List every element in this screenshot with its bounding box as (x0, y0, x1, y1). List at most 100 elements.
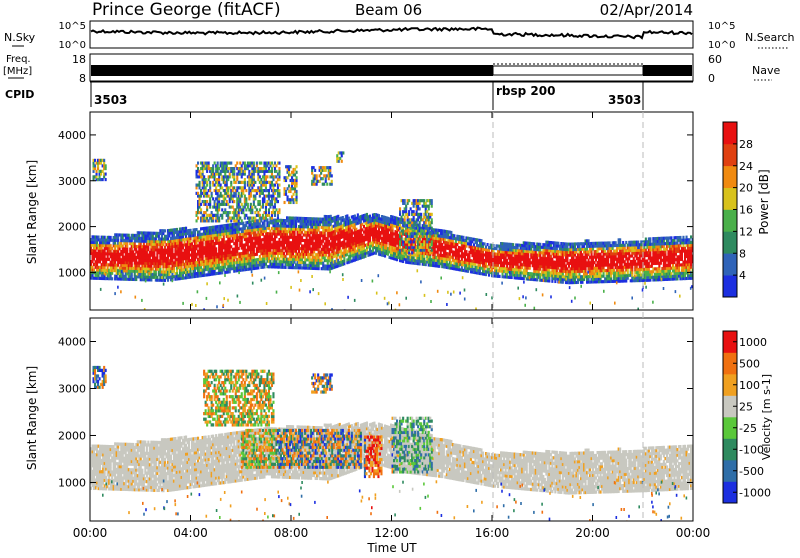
heatmap-cell-1817 (263, 221, 265, 224)
heatmap-cell-468 (138, 234, 140, 237)
heatmap-cell-2217 (301, 236, 303, 239)
heatmap-cell-2285 (307, 225, 309, 228)
heatmap-cell-2198 (300, 242, 302, 245)
heatmap-cell-4750 (586, 248, 588, 251)
heatmap-cell-272 (119, 247, 121, 250)
heatmap-cell-2419 (319, 237, 321, 240)
heatmap-cell-4687 (578, 245, 580, 248)
heatmap-cell-2035 (285, 222, 287, 225)
heatmap-cell-3997 (497, 272, 499, 275)
heatmap-cell-4930 (607, 261, 609, 264)
heatmap-cell-516 (143, 242, 145, 245)
heatmap-cell-1872 (269, 241, 271, 244)
heatmap-cell-4407 (548, 279, 550, 282)
heatmap-cell-4870 (600, 253, 602, 256)
heatmap-cell-2467 (324, 231, 326, 234)
heatmap-cell-348 (126, 245, 128, 248)
heatmap-cell-2492 (327, 262, 329, 265)
heatmap-cell-4766 (588, 239, 590, 242)
heatmap-cell-190 (110, 250, 112, 253)
heatmap-cell-618 (152, 234, 154, 237)
heatmap-cell-134 (104, 255, 106, 258)
beam-title: Beam 06 (355, 1, 422, 19)
heatmap-cell-4006 (499, 275, 501, 278)
heatmap-cell-421 (134, 242, 136, 245)
heatmap-cell-17 (92, 266, 94, 269)
noise-right-tick-top: 10^5 (708, 21, 735, 32)
heatmap-cell-2675 (343, 260, 345, 263)
heatmap-cell-2153 (295, 225, 297, 228)
heatmap-cell-648 (155, 237, 157, 240)
heatmap-cell-2009 (283, 252, 285, 255)
heatmap-cell-2106 (292, 263, 294, 266)
heatmap-cell-305 (122, 236, 124, 239)
heatmap-cell-2441 (322, 262, 324, 265)
heatmap-cell-4755 (588, 278, 590, 281)
cpid-label: CPID (5, 88, 34, 101)
heatmap-cell-2179 (298, 250, 300, 253)
heatmap-cell-2427 (321, 259, 323, 262)
heatmap-cell-588 (150, 278, 152, 281)
heatmap-cell-2883 (364, 255, 366, 258)
heatmap-cell-628 (153, 251, 155, 254)
heatmap-cell-2674 (343, 262, 345, 265)
nave-label: Nave (752, 64, 780, 77)
heatmap-cell-365 (128, 234, 130, 237)
heatmap-cell-3142 (392, 229, 394, 232)
heatmap-cell-760 (167, 279, 169, 282)
heatmap-cell-684 (159, 268, 161, 271)
heatmap-cell-2466 (324, 234, 326, 237)
freq-tick-top: 18 (72, 53, 86, 66)
heatmap-cell-4726 (583, 245, 585, 248)
heatmap-cell-4762 (588, 253, 590, 256)
heatmap-cell-678 (158, 235, 160, 238)
heatmap-cell-270 (119, 255, 121, 258)
heatmap-cell-2930 (369, 237, 371, 240)
heatmap-cell-87 (99, 260, 101, 263)
heatmap-cell-4702 (581, 281, 583, 284)
heatmap-cell-386 (131, 264, 133, 267)
heatmap-cell-136 (104, 250, 106, 253)
heatmap-cell-2110 (292, 252, 294, 255)
heatmap-cell-1993 (282, 249, 284, 252)
heatmap-cell-732 (164, 279, 166, 282)
heatmap-cell-2293 (309, 256, 311, 259)
heatmap-cell-2134 (294, 233, 296, 236)
heatmap-cell-1876 (269, 230, 271, 233)
heatmap-cell-392 (131, 248, 133, 251)
heatmap-cell-411 (134, 272, 136, 275)
noise-left-tick-top: 10^5 (59, 21, 86, 32)
heatmap-cell-1945 (277, 255, 279, 258)
heatmap-cell-287 (120, 242, 122, 245)
heatmap-cell-2192 (300, 264, 302, 267)
heatmap-cell-1528 (236, 242, 238, 245)
heatmap-cell-4790 (591, 250, 593, 253)
heatmap-cell-192 (110, 244, 112, 247)
heatmap-cell-1386 (223, 235, 225, 238)
heatmap-cell-863 (176, 269, 178, 272)
heatmap-cell-157 (107, 266, 109, 269)
heatmap-cell-2135 (294, 230, 296, 233)
freq-label-line2: [MHz] (3, 66, 32, 77)
heatmap-cell-4580 (566, 245, 568, 248)
heatmap-cell-1918 (274, 238, 276, 241)
heatmap-cell-637 (155, 273, 157, 276)
heatmap-cell-4804 (592, 247, 594, 250)
heatmap-cell-4731 (585, 267, 587, 270)
heatmap-cell-1866 (269, 260, 271, 263)
nave-tick-bottom: 0 (708, 72, 715, 85)
heatmap-cell-523 (144, 273, 146, 276)
heatmap-cell-1966 (278, 238, 280, 241)
heatmap-cell-4953 (610, 274, 612, 277)
heatmap-cell-746 (164, 229, 166, 232)
heatmap-cell-4952 (610, 277, 612, 280)
heatmap-cell-1147 (202, 255, 204, 258)
heatmap-cell-1574 (241, 238, 243, 241)
heatmap-cell-4331 (539, 268, 541, 271)
heatmap-cell-2416 (319, 245, 321, 248)
heatmap-cell-251 (117, 264, 119, 267)
heatmap-cell-204 (111, 247, 113, 250)
heatmap-cell-1861 (268, 227, 270, 230)
heatmap-cell-1440 (229, 270, 231, 273)
